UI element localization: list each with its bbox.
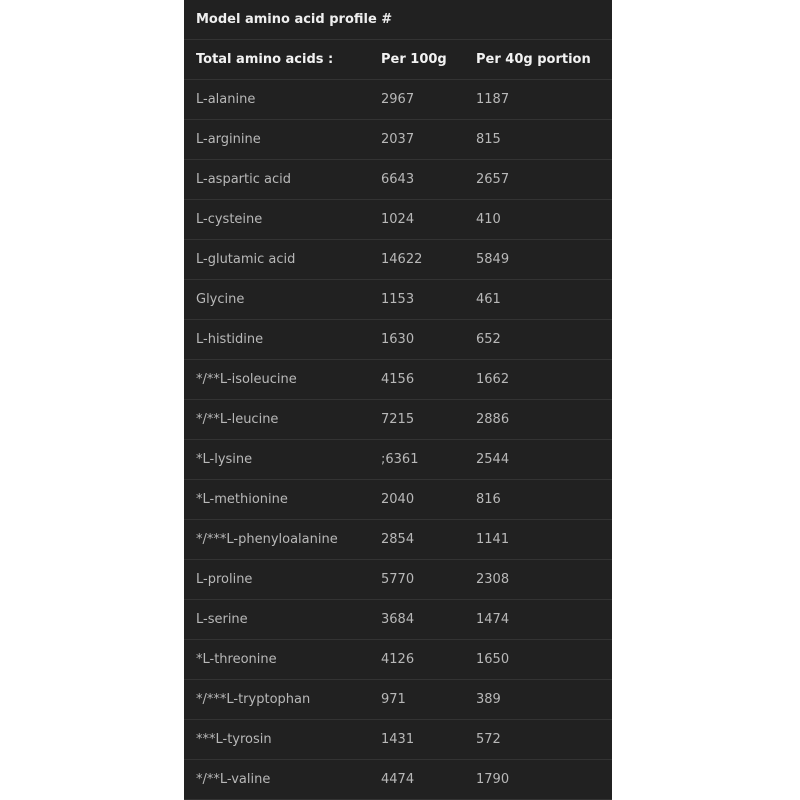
per-40g-value: 5849 xyxy=(476,252,510,267)
amino-acid-name: L-glutamic acid xyxy=(196,252,296,267)
table-row: L-arginine 2037 815 xyxy=(184,120,612,160)
per-100g-value: 6643 xyxy=(381,172,415,187)
amino-acid-name: *L-lysine xyxy=(196,452,253,467)
per-40g-value: 1662 xyxy=(476,372,510,387)
per-40g-value: 389 xyxy=(476,692,501,707)
table-row: *L-methionine 2040 816 xyxy=(184,480,612,520)
amino-acid-name: */**L-leucine xyxy=(196,412,279,427)
per-40g-value: 1790 xyxy=(476,772,510,787)
amino-acid-name: L-alanine xyxy=(196,92,256,107)
amino-acid-name: Glycine xyxy=(196,292,245,307)
per-40g-value: 2657 xyxy=(476,172,510,187)
table-row: L-histidine 1630 652 xyxy=(184,320,612,360)
table-title: Model amino acid profile # xyxy=(196,12,393,27)
header-amino-acid: Total amino acids : xyxy=(196,52,334,67)
amino-acid-name: */**L-isoleucine xyxy=(196,372,297,387)
table-row: */**L-valine 4474 1790 xyxy=(184,760,612,800)
per-100g-value: 2854 xyxy=(381,532,415,547)
per-100g-value: 1630 xyxy=(381,332,415,347)
amino-acid-name: L-proline xyxy=(196,572,253,587)
table-row: *L-lysine ;6361 2544 xyxy=(184,440,612,480)
amino-acid-name: */**L-valine xyxy=(196,772,271,787)
amino-acid-name: ***L-tyrosin xyxy=(196,732,272,747)
table-row: L-serine 3684 1474 xyxy=(184,600,612,640)
per-40g-value: 815 xyxy=(476,132,501,147)
table-row: L-glutamic acid 14622 5849 xyxy=(184,240,612,280)
per-100g-value: 4156 xyxy=(381,372,415,387)
header-per-40g: Per 40g portion xyxy=(476,52,591,67)
per-100g-value: 4474 xyxy=(381,772,415,787)
per-40g-value: 1650 xyxy=(476,652,510,667)
per-100g-value: 3684 xyxy=(381,612,415,627)
amino-acid-name: */***L-tryptophan xyxy=(196,692,311,707)
table-row: L-proline 5770 2308 xyxy=(184,560,612,600)
table-header-row: Total amino acids : Per 100g Per 40g por… xyxy=(184,40,612,80)
per-100g-value: 1431 xyxy=(381,732,415,747)
table-title-row: Model amino acid profile # xyxy=(184,0,612,40)
table-row: L-aspartic acid 6643 2657 xyxy=(184,160,612,200)
per-100g-value: 971 xyxy=(381,692,406,707)
amino-acid-name: L-cysteine xyxy=(196,212,263,227)
table-row: *L-threonine 4126 1650 xyxy=(184,640,612,680)
table-row: L-cysteine 1024 410 xyxy=(184,200,612,240)
amino-acid-name: *L-methionine xyxy=(196,492,288,507)
per-40g-value: 1187 xyxy=(476,92,510,107)
per-100g-value: 2040 xyxy=(381,492,415,507)
per-40g-value: 652 xyxy=(476,332,501,347)
table-row: */**L-isoleucine 4156 1662 xyxy=(184,360,612,400)
amino-acid-name: */***L-phenyloalanine xyxy=(196,532,338,547)
per-40g-value: 410 xyxy=(476,212,501,227)
per-100g-value: 14622 xyxy=(381,252,423,267)
per-40g-value: 2544 xyxy=(476,452,510,467)
amino-acid-table: Model amino acid profile # Total amino a… xyxy=(184,0,612,800)
table-row: */***L-tryptophan 971 389 xyxy=(184,680,612,720)
per-40g-value: 1474 xyxy=(476,612,510,627)
per-100g-value: 1153 xyxy=(381,292,415,307)
per-100g-value: 4126 xyxy=(381,652,415,667)
table-row: ***L-tyrosin 1431 572 xyxy=(184,720,612,760)
per-100g-value: 2967 xyxy=(381,92,415,107)
amino-acid-name: L-serine xyxy=(196,612,248,627)
per-40g-value: 572 xyxy=(476,732,501,747)
table-row: Glycine 1153 461 xyxy=(184,280,612,320)
per-40g-value: 2308 xyxy=(476,572,510,587)
amino-acid-name: *L-threonine xyxy=(196,652,277,667)
per-100g-value: ;6361 xyxy=(381,452,419,467)
table-row: */***L-phenyloalanine 2854 1141 xyxy=(184,520,612,560)
per-40g-value: 2886 xyxy=(476,412,510,427)
table-row: */**L-leucine 7215 2886 xyxy=(184,400,612,440)
per-40g-value: 461 xyxy=(476,292,501,307)
header-per-100g: Per 100g xyxy=(381,52,447,67)
per-100g-value: 2037 xyxy=(381,132,415,147)
per-40g-value: 1141 xyxy=(476,532,510,547)
amino-acid-name: L-arginine xyxy=(196,132,261,147)
per-100g-value: 5770 xyxy=(381,572,415,587)
per-40g-value: 816 xyxy=(476,492,501,507)
amino-acid-name: L-aspartic acid xyxy=(196,172,291,187)
per-100g-value: 7215 xyxy=(381,412,415,427)
amino-acid-name: L-histidine xyxy=(196,332,264,347)
table-row: L-alanine 2967 1187 xyxy=(184,80,612,120)
per-100g-value: 1024 xyxy=(381,212,415,227)
